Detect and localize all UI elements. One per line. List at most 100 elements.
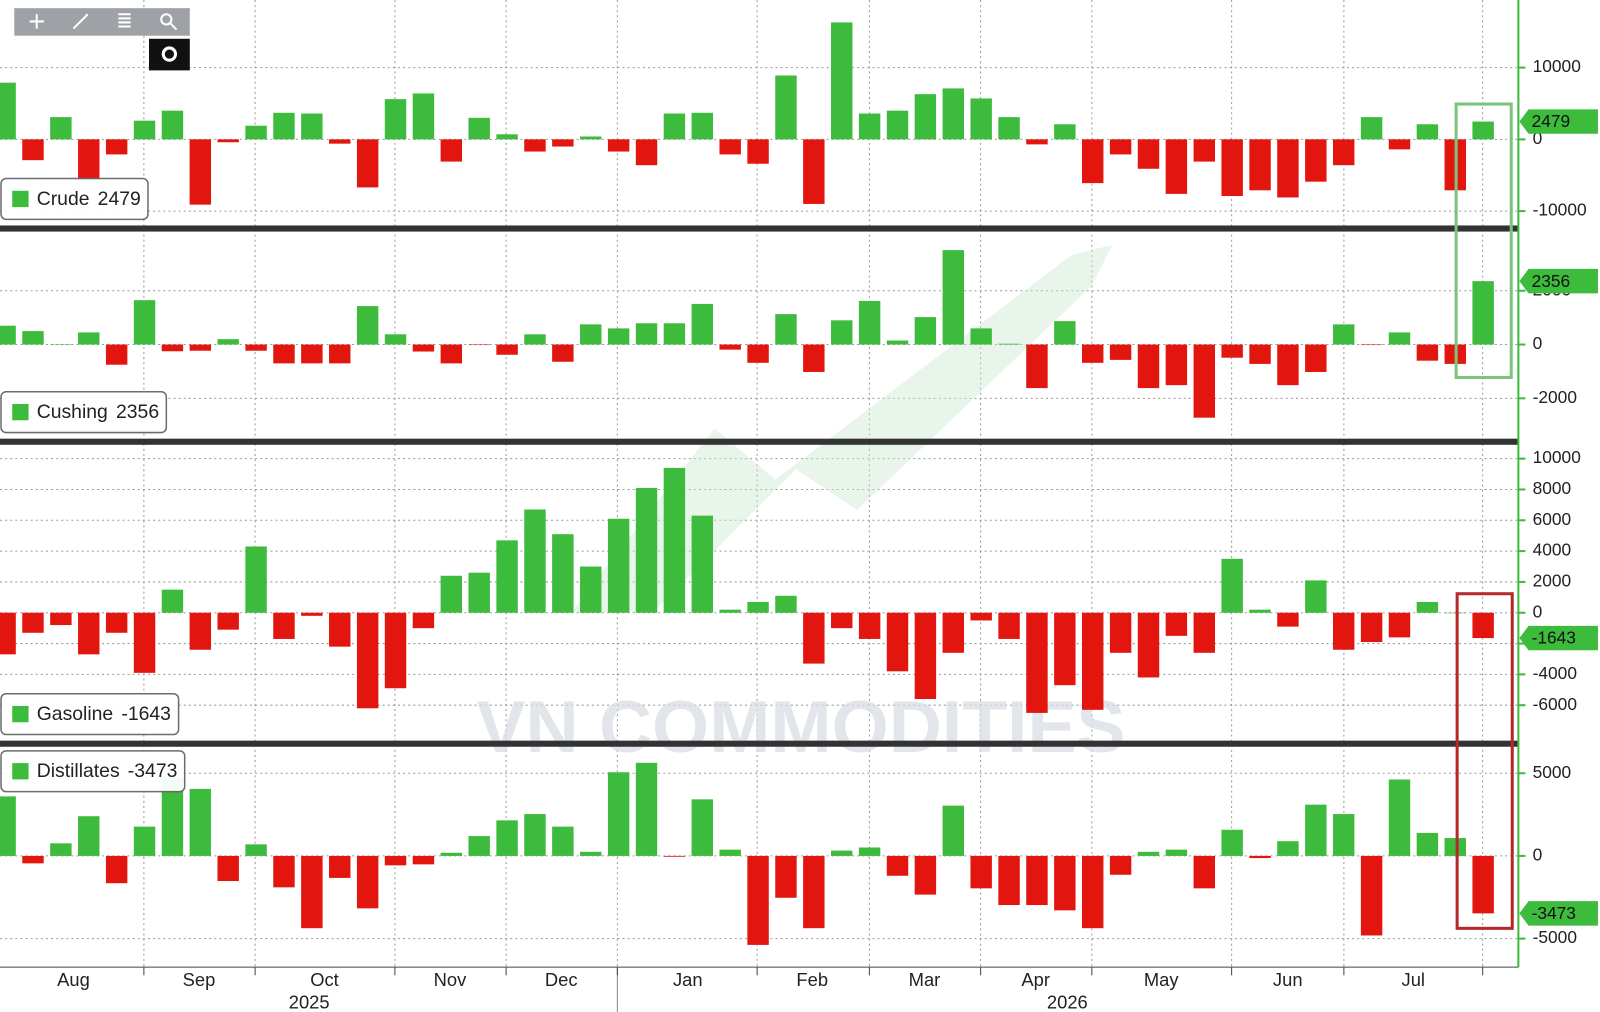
bar: [635, 762, 658, 856]
bar: [1333, 814, 1355, 856]
bar: [1388, 779, 1411, 856]
bar: [663, 113, 686, 140]
bar: [105, 139, 128, 155]
bar: [496, 134, 518, 140]
bar: [691, 303, 714, 345]
bar: [914, 317, 937, 345]
bar: [747, 601, 769, 613]
bar: [189, 612, 212, 650]
bar: [607, 772, 630, 856]
bar: [468, 117, 490, 140]
legend-entry: Gasoline -1643: [37, 703, 171, 725]
legend-name: Cushing: [37, 401, 108, 423]
y-tick-label: 0: [1533, 844, 1543, 864]
bar: [1221, 139, 1243, 197]
bar: [412, 93, 435, 140]
bar: [663, 467, 686, 613]
bar: [440, 139, 463, 162]
bar: [105, 855, 128, 884]
bar: [1026, 855, 1048, 906]
bar: [356, 139, 379, 188]
settings-icon: [161, 46, 178, 62]
last-value-label: 2356: [1532, 271, 1571, 291]
bar: [1137, 851, 1160, 856]
bar: [356, 855, 379, 909]
bar: [970, 612, 992, 621]
bar: [1305, 139, 1327, 182]
bar: [942, 88, 964, 140]
bar: [50, 843, 72, 856]
legend-entry: Distillates -3473: [37, 760, 178, 782]
settings-button[interactable]: [148, 38, 190, 71]
bar: [1472, 855, 1494, 914]
y-tick-label: 2000: [1533, 571, 1572, 591]
bar: [245, 125, 267, 140]
y-tick-label: -2000: [1533, 387, 1577, 407]
draw-icon[interactable]: [72, 13, 89, 30]
bar: [161, 589, 184, 613]
bar: [1109, 855, 1132, 875]
bar: [1388, 332, 1411, 345]
bar: [524, 509, 546, 613]
y-tick-label: 10000: [1533, 447, 1581, 467]
last-value-tag: [1519, 901, 1598, 926]
legend-value: -1643: [121, 703, 171, 725]
bar: [607, 328, 630, 345]
bar: [384, 612, 407, 689]
last-value-tag: [1519, 109, 1598, 134]
bar: [1444, 838, 1466, 856]
bar: [1277, 841, 1299, 856]
bar: [301, 344, 323, 364]
bar: [78, 816, 100, 856]
bar: [719, 344, 741, 350]
y-tick-label: 10000: [1533, 56, 1581, 76]
bar: [1109, 612, 1132, 653]
bar: [1416, 601, 1439, 613]
bar: [1305, 580, 1327, 613]
crosshair-icon[interactable]: [29, 14, 44, 29]
label-layer: -100000100002479Crude2479-2000020002356C…: [0, 56, 1598, 1012]
bar: [301, 855, 323, 929]
legend-swatch: [12, 705, 29, 723]
bar: [356, 612, 379, 709]
bar: [1416, 344, 1439, 361]
bar: [580, 324, 602, 345]
legend-value: 2356: [116, 401, 159, 423]
last-value-label: 2479: [1532, 111, 1571, 131]
bar: [22, 612, 44, 633]
bar: [803, 855, 825, 929]
bar: [468, 344, 490, 346]
bar: [719, 139, 741, 155]
bar: [1221, 558, 1243, 613]
bar: [1333, 139, 1355, 166]
bar: [0, 325, 16, 345]
bar: [1333, 324, 1355, 345]
bar: [384, 855, 407, 866]
bar: [524, 139, 546, 152]
y-tick-label: 4000: [1533, 540, 1572, 560]
bar: [329, 344, 351, 364]
legend-box: [0, 390, 168, 434]
bar: [580, 851, 602, 856]
bar: [1082, 139, 1104, 184]
search-icon[interactable]: [160, 13, 173, 26]
bar: [329, 855, 351, 878]
bar: [831, 320, 853, 345]
bar: [970, 98, 992, 140]
legend-box: [0, 750, 186, 793]
bar: [273, 344, 295, 364]
bar: [412, 855, 435, 865]
bar: [1388, 612, 1411, 638]
bar: [78, 612, 100, 655]
list-icon[interactable]: [118, 13, 131, 28]
last-value-tag: [1519, 625, 1598, 651]
bar: [1277, 612, 1299, 627]
bar: [914, 612, 937, 700]
highlight-box: [1455, 592, 1514, 930]
bar: [831, 22, 853, 140]
bar: [217, 339, 239, 345]
bar: [552, 826, 574, 856]
legend-name: Crude: [37, 188, 90, 210]
last-value-tag: [1519, 268, 1598, 294]
bar: [412, 612, 435, 629]
